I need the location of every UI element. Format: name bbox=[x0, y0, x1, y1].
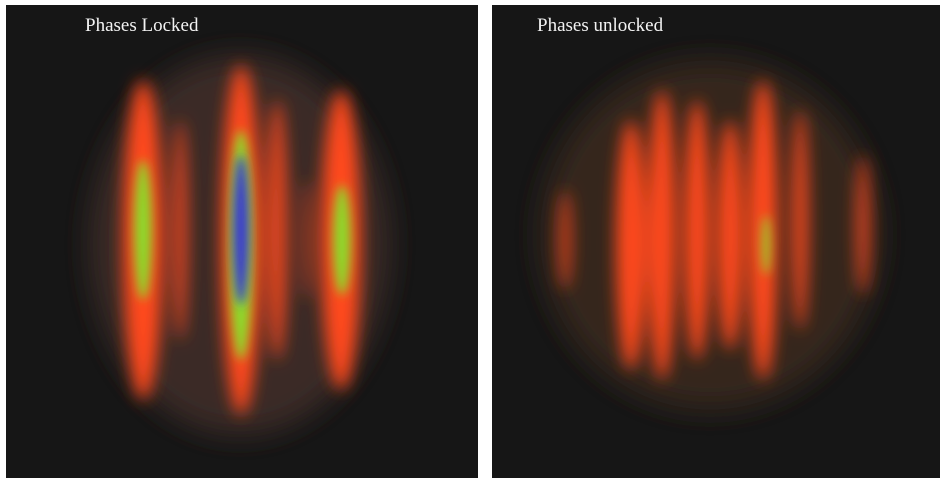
locked-panel: Phases Locked bbox=[6, 5, 478, 478]
panel-label: Phases unlocked bbox=[537, 15, 664, 36]
unlocked-panel: Phases unlocked bbox=[492, 5, 940, 478]
halo bbox=[540, 60, 880, 410]
panel-label: Phases Locked bbox=[85, 15, 199, 36]
blue-core bbox=[233, 155, 249, 305]
green-core bbox=[761, 215, 771, 275]
figure: Phases Locked Phases unlocked bbox=[0, 0, 944, 481]
